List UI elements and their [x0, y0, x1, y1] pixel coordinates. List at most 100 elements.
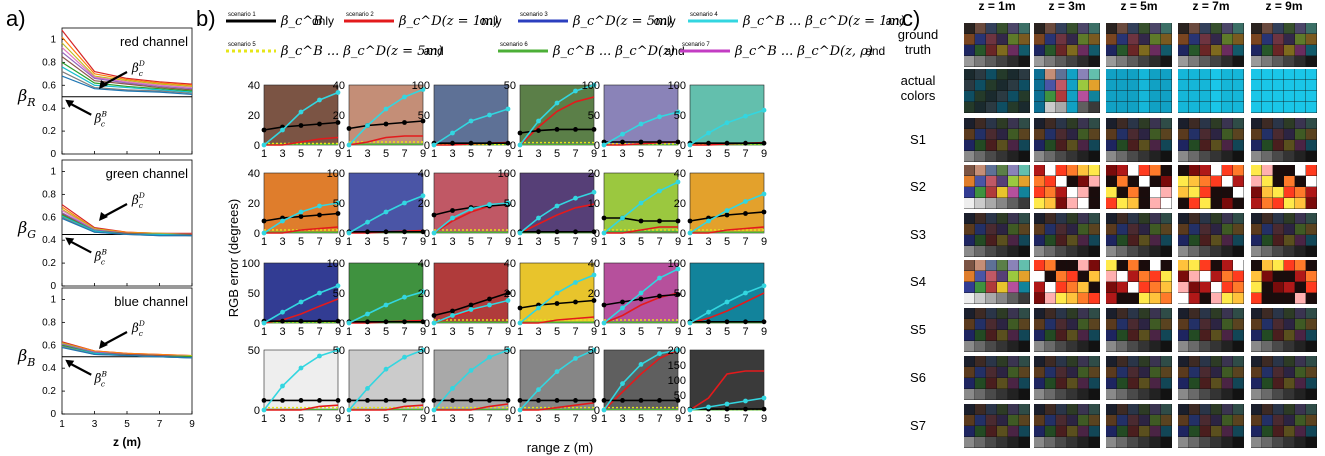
- color-patch: [1233, 367, 1244, 378]
- color-patch: [1189, 367, 1200, 378]
- color-patch: [1106, 176, 1117, 187]
- y-tick-label: 100: [412, 80, 430, 92]
- x-tick-label: 1: [601, 326, 607, 338]
- y-tick-label: 50: [333, 198, 345, 210]
- series-point-s1: [554, 126, 560, 132]
- color-patch: [1008, 389, 1019, 400]
- color-patch: [1295, 151, 1306, 162]
- series-point-s1: [724, 406, 730, 412]
- color-patch: [1233, 165, 1244, 176]
- series-point-s4: [298, 109, 304, 115]
- y-tick-label: 10: [588, 198, 600, 210]
- color-patch: [1045, 319, 1056, 330]
- color-patch: [1262, 102, 1273, 113]
- color-patch: [1128, 23, 1139, 34]
- series-point-s4: [280, 309, 285, 315]
- color-patch: [1178, 91, 1189, 102]
- annotation-arrow-b: [67, 101, 92, 116]
- y-tick-label: 100: [668, 375, 686, 387]
- color-chart-tile: [1251, 165, 1317, 209]
- color-patch: [1306, 129, 1317, 140]
- legend-scenario-label: scenario 2: [346, 12, 374, 18]
- color-patch: [1222, 389, 1233, 400]
- color-patch: [1295, 330, 1306, 341]
- color-patch: [1150, 378, 1161, 389]
- series-point-s4: [261, 142, 267, 148]
- color-patch: [1251, 176, 1262, 187]
- y-tick-label: 0.2: [42, 258, 56, 269]
- color-patch: [1008, 330, 1019, 341]
- y-tick-label: 0.8: [42, 57, 56, 68]
- color-patch: [975, 389, 986, 400]
- series-point-s4: [743, 398, 748, 404]
- color-patch: [1078, 404, 1089, 415]
- color-patch: [1034, 356, 1045, 367]
- color-patch: [1150, 45, 1161, 56]
- color-patch: [1262, 129, 1273, 140]
- color-patch: [1211, 235, 1222, 246]
- series-point-s1: [402, 319, 407, 325]
- x-tick-label: 7: [572, 413, 578, 425]
- color-patch: [1284, 356, 1295, 367]
- x-tick-label: 9: [675, 236, 681, 248]
- color-patch: [1306, 319, 1317, 330]
- color-patch: [1284, 45, 1295, 56]
- color-patch: [1089, 165, 1100, 176]
- subplot-background: [433, 262, 509, 324]
- color-patch: [1262, 213, 1273, 224]
- color-patch: [1222, 118, 1233, 129]
- series-point-s4: [761, 395, 767, 401]
- color-patch: [1306, 187, 1317, 198]
- color-patch: [1139, 437, 1150, 448]
- color-patch: [1139, 23, 1150, 34]
- color-patch: [1106, 246, 1117, 257]
- subplot-background: [519, 84, 595, 146]
- color-patch: [1045, 378, 1056, 389]
- color-patch: [986, 129, 997, 140]
- color-patch: [1128, 426, 1139, 437]
- color-patch: [1150, 56, 1161, 67]
- series-line-s2: [690, 226, 765, 234]
- color-patch: [1067, 367, 1078, 378]
- color-patch: [1067, 260, 1078, 271]
- color-patch: [975, 246, 986, 257]
- x-tick-label: 7: [742, 236, 748, 248]
- color-patch: [1262, 389, 1273, 400]
- color-patch: [1306, 80, 1317, 91]
- color-patch: [1019, 319, 1030, 330]
- color-patch: [1251, 330, 1262, 341]
- series-point-s1: [335, 120, 341, 125]
- series-line-s2: [604, 226, 678, 234]
- color-patch: [1117, 187, 1128, 198]
- y-tick-label: 0.6: [42, 340, 56, 351]
- color-patch: [1273, 129, 1284, 140]
- color-patch: [1150, 426, 1161, 437]
- y-tick-label: 0: [254, 318, 260, 330]
- series-point-s1: [431, 313, 437, 318]
- color-patch: [1019, 367, 1030, 378]
- color-patch: [1067, 165, 1078, 176]
- color-patch: [1089, 151, 1100, 162]
- color-patch: [1008, 69, 1019, 80]
- color-patch: [1019, 80, 1030, 91]
- y-tick-label: 0.2: [42, 386, 56, 397]
- series-point-s1: [657, 398, 662, 403]
- color-patch: [1106, 213, 1117, 224]
- color-patch: [1178, 356, 1189, 367]
- series-line-s2: [520, 316, 595, 324]
- y-tick-label: 50: [674, 110, 686, 122]
- color-patch: [1273, 102, 1284, 113]
- subplot-title: blue channel: [114, 294, 188, 309]
- x-tick-label: 1: [346, 236, 352, 248]
- series-line-s2: [264, 136, 339, 146]
- series-point-s1: [591, 398, 597, 403]
- color-patch: [986, 151, 997, 162]
- color-patch: [1089, 404, 1100, 415]
- color-patch: [1295, 415, 1306, 426]
- color-patch: [1034, 330, 1045, 341]
- x-axis-label: range z (m): [527, 440, 593, 455]
